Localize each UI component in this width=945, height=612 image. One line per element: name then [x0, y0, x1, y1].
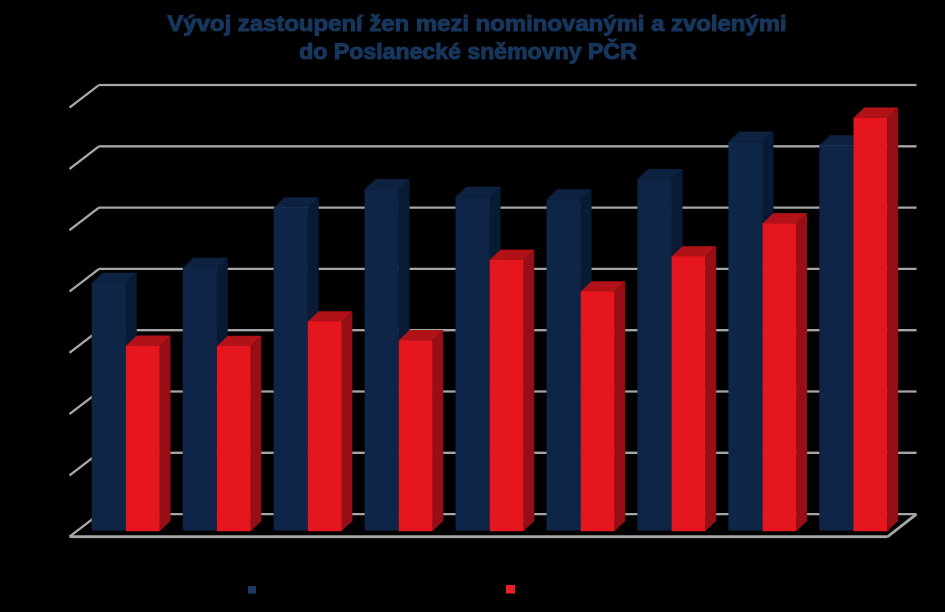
- svg-text:do Poslanecké sněmovny PČR: do Poslanecké sněmovny PČR: [299, 39, 637, 63]
- svg-text:Vývoj zastoupení žen mezi nomi: Vývoj zastoupení žen mezi nominovanými a…: [167, 11, 786, 36]
